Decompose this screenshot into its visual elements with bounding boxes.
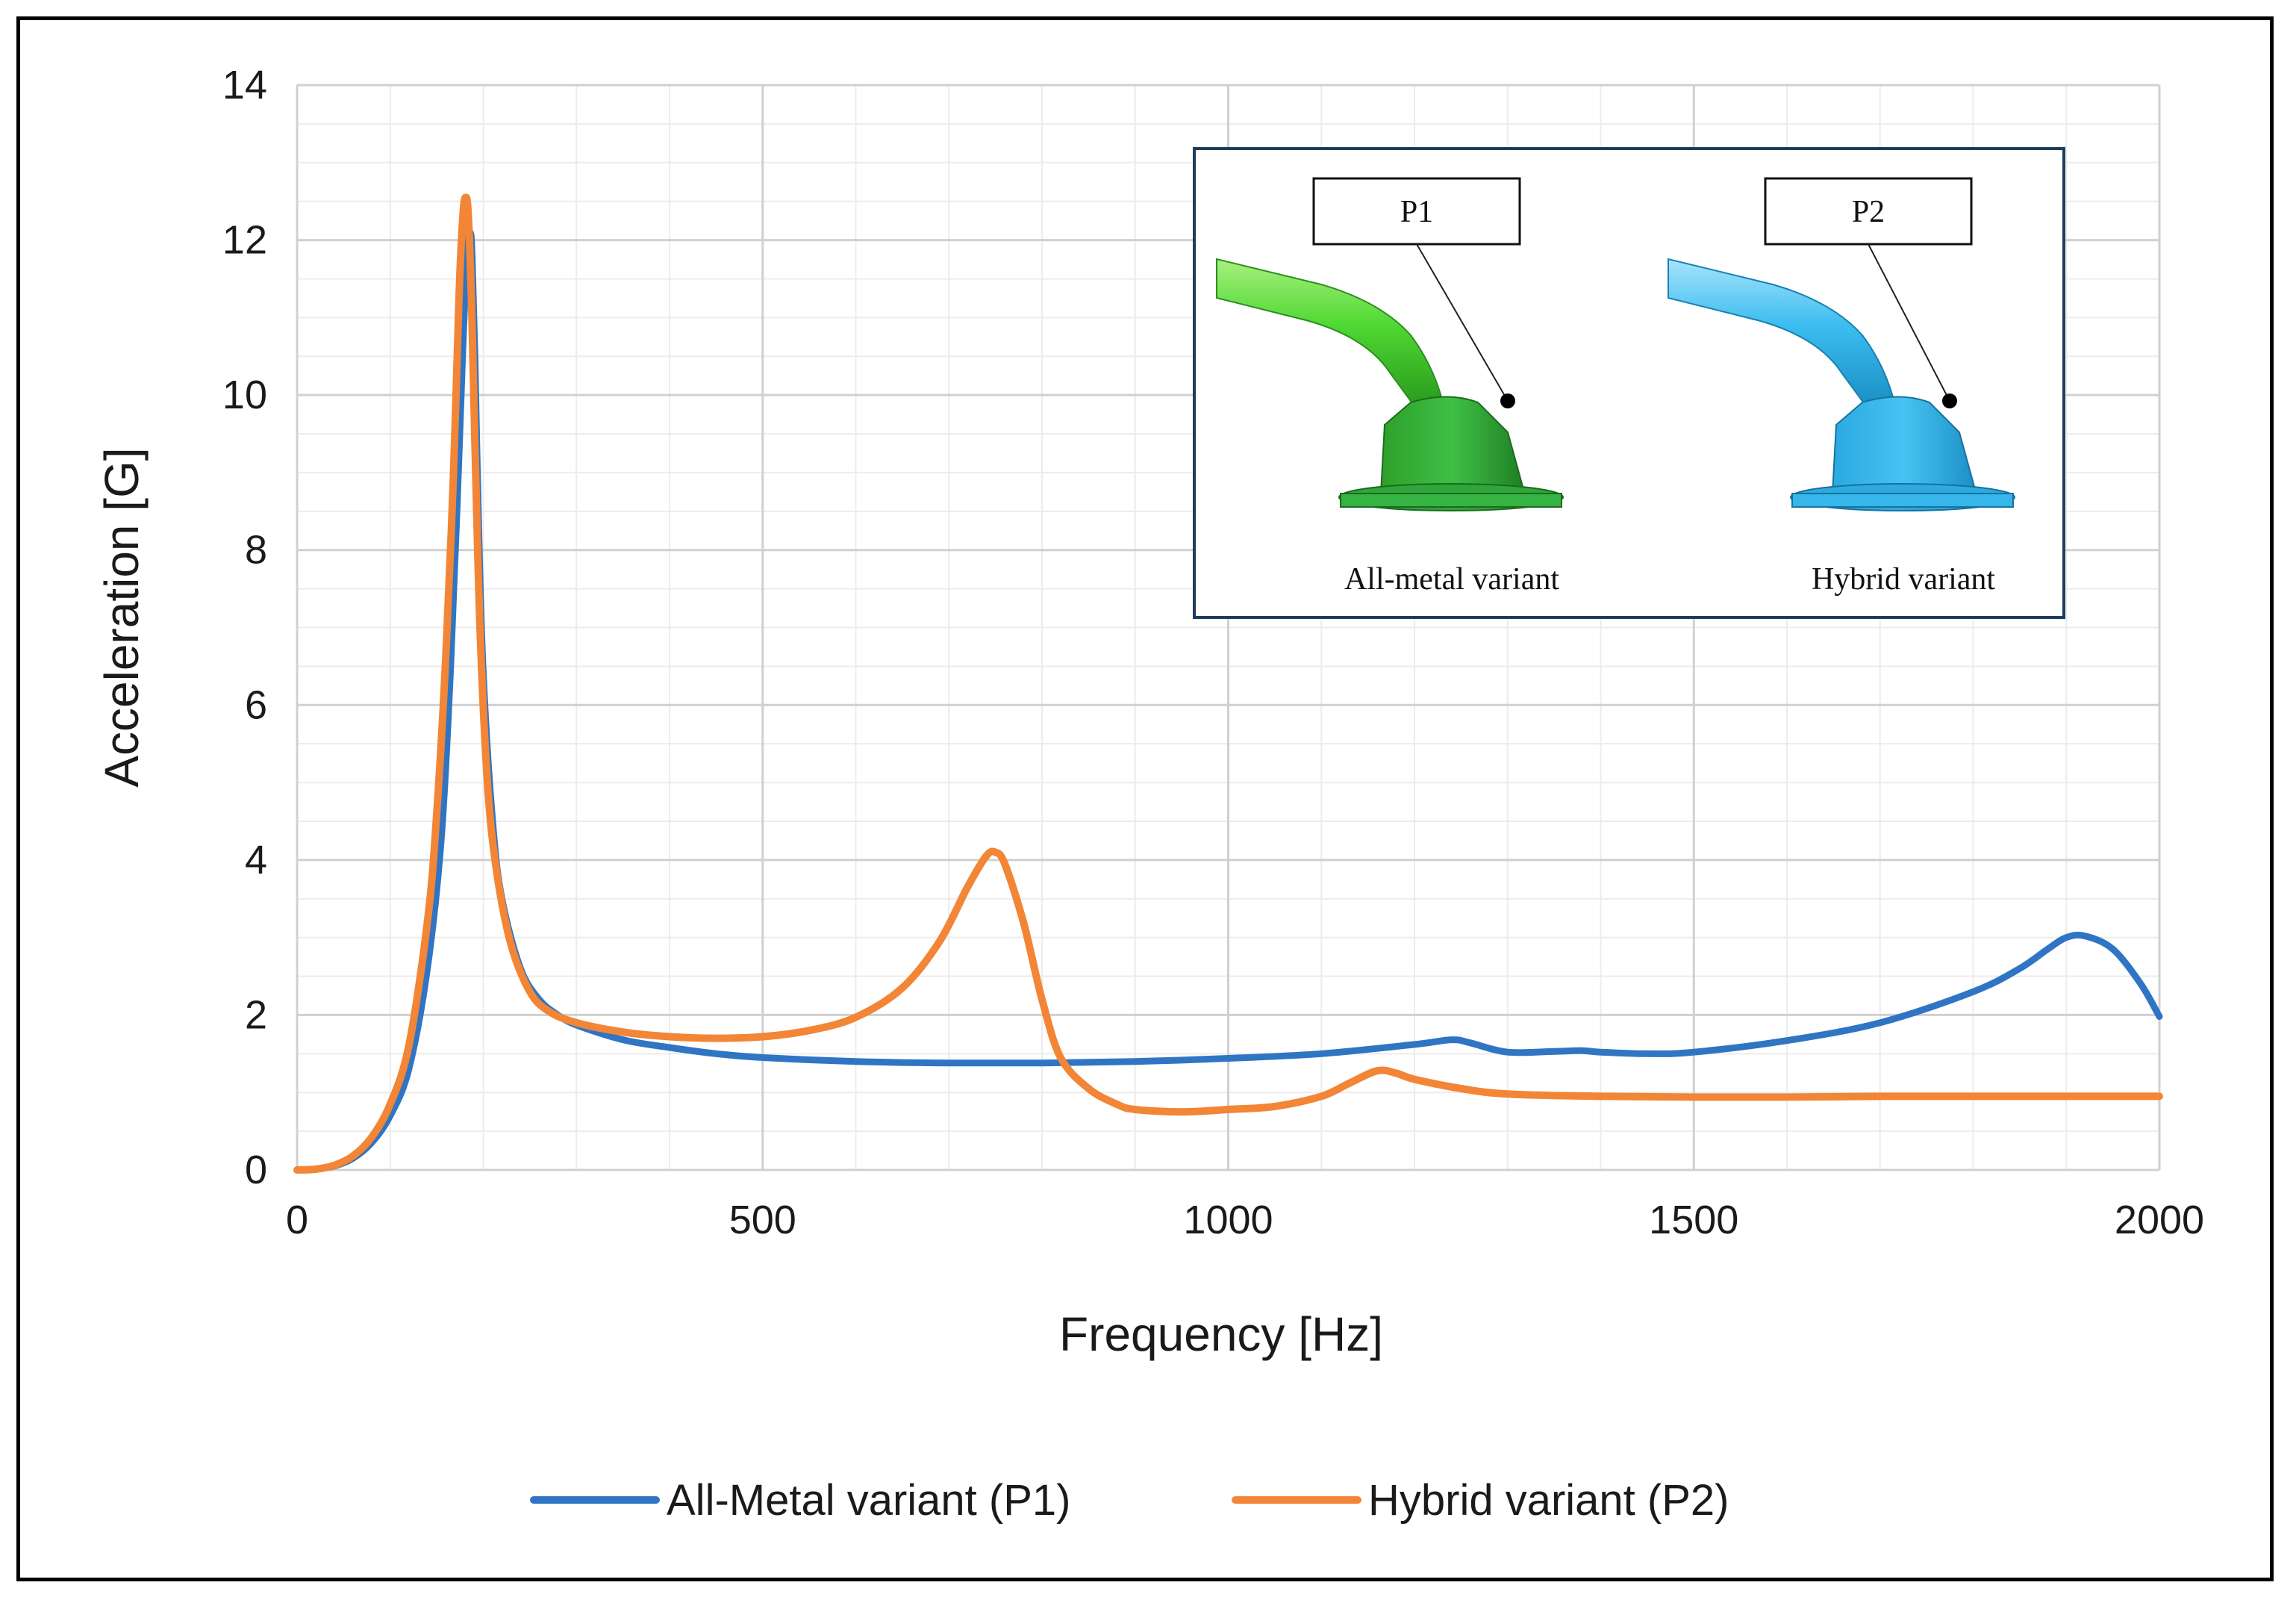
series-line-2 [293,193,2163,1174]
p1-point [1500,393,1515,408]
y-tick-label: 4 [245,838,267,883]
hybrid-model-image [1668,258,2015,511]
series-line-1 [293,228,2163,1174]
x-tick-label: 0 [286,1198,308,1242]
p1-label: P1 [1400,195,1433,229]
figure-frame: 0 2 4 6 8 10 12 14 0 500 1000 1500 2000 Frequency [… [16,16,2274,1581]
x-tick-label: 500 [729,1198,796,1242]
caption-hybrid: Hybrid variant [1812,562,1995,597]
inset-panel: P1 P2 All-metal variant Hybrid variant [1193,147,2065,619]
y-axis-title: Acceleration [G] [95,447,149,787]
y-axis-ticks: 0 2 4 6 8 10 12 14 [222,63,267,1192]
all-metal-model-image [1216,258,1564,511]
x-tick-label: 1500 [1649,1198,1738,1242]
y-tick-label: 0 [245,1148,267,1192]
y-tick-label: 12 [222,218,267,263]
x-axis-title: Frequency [Hz] [1059,1307,1383,1361]
p2-label: P2 [1852,195,1885,229]
y-tick-label: 10 [222,373,267,417]
y-tick-label: 2 [245,992,267,1037]
p1-leader-line [1416,243,1509,402]
p2-label-box [1764,177,1973,246]
y-tick-label: 6 [245,682,267,727]
y-tick-label: 14 [222,63,267,108]
series-group [293,193,2163,1174]
p2-point [1942,393,1957,408]
x-axis-ticks: 0 500 1000 1500 2000 [286,1198,2204,1242]
chart-svg: 0 2 4 6 8 10 12 14 0 500 1000 1500 2000 Frequency [… [20,20,2270,1578]
legend: All-Metal variant (P1) Hybrid variant (P… [530,1476,1729,1525]
x-tick-label: 2000 [2115,1198,2204,1242]
x-tick-label: 1000 [1183,1198,1273,1242]
legend-label-series-1: All-Metal variant (P1) [667,1476,1070,1525]
p2-leader-line [1868,243,1950,402]
y-tick-label: 8 [245,528,267,573]
caption-all-metal: All-metal variant [1344,562,1559,597]
legend-label-series-2: Hybrid variant (P2) [1368,1476,1729,1525]
